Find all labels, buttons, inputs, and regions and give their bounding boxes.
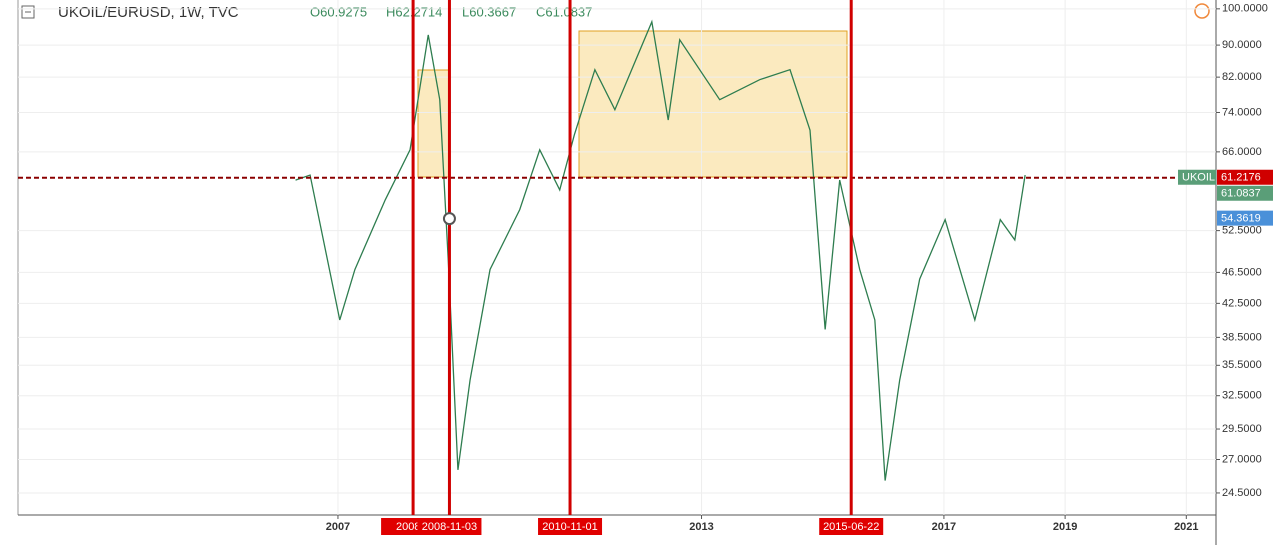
point-marker xyxy=(442,212,456,226)
symbol-title: UKOIL/EURUSD, 1W, TVC xyxy=(58,4,239,21)
price-line-label: 61.2176 xyxy=(1221,172,1261,184)
y-tick-label: 27.0000 xyxy=(1222,453,1262,465)
symbol-tag: UKOIL xyxy=(1182,172,1215,184)
y-tick-label: 52.5000 xyxy=(1222,225,1262,237)
alert-icon[interactable] xyxy=(1194,3,1210,19)
x-tick-label: 2017 xyxy=(932,521,956,533)
y-tick-label: 29.5000 xyxy=(1222,423,1262,435)
y-tick-label: 42.5000 xyxy=(1222,297,1262,309)
marker-price-label-bg xyxy=(1217,210,1273,226)
y-tick-label: 35.5000 xyxy=(1222,359,1262,371)
symbol-tag-bg xyxy=(1178,169,1216,185)
x-tick-label: 2019 xyxy=(1053,521,1077,533)
date-marker-tag xyxy=(417,518,482,535)
y-tick-label: 24.5000 xyxy=(1222,487,1262,499)
highlight-box xyxy=(417,69,450,178)
y-tick-label: 74.0000 xyxy=(1222,106,1262,118)
date-marker-label: 2015-06-22 xyxy=(823,521,879,533)
y-tick-label: 46.5000 xyxy=(1222,266,1262,278)
date-marker-tag xyxy=(538,518,603,535)
x-tick-label: 2007 xyxy=(326,521,350,533)
last-price-label-bg xyxy=(1217,185,1273,201)
open: O60.9275 xyxy=(310,4,367,19)
x-tick-label: 2021 xyxy=(1174,521,1198,533)
low: L60.3667 xyxy=(462,4,516,19)
y-tick-label: 66.0000 xyxy=(1222,146,1262,158)
highlight-box xyxy=(578,30,848,178)
y-tick-label: 38.5000 xyxy=(1222,331,1262,343)
date-marker-label: 2008-11-03 xyxy=(422,521,477,533)
y-tick-label: 82.0000 xyxy=(1222,71,1262,83)
last-price-label: 61.0837 xyxy=(1221,188,1261,200)
y-tick-label: 32.5000 xyxy=(1222,390,1262,402)
close: C61.0837 xyxy=(536,4,592,19)
marker-price-label: 54.3619 xyxy=(1221,213,1261,225)
price-line xyxy=(295,19,1026,481)
y-tick-label: 100.0000 xyxy=(1222,3,1268,15)
price-line-label-bg xyxy=(1217,169,1273,185)
x-tick-label: 2013 xyxy=(689,521,713,533)
date-marker-label: 2010-11-01 xyxy=(542,521,597,533)
date-marker-tag xyxy=(819,518,884,535)
y-tick-label: 90.0000 xyxy=(1222,39,1262,51)
